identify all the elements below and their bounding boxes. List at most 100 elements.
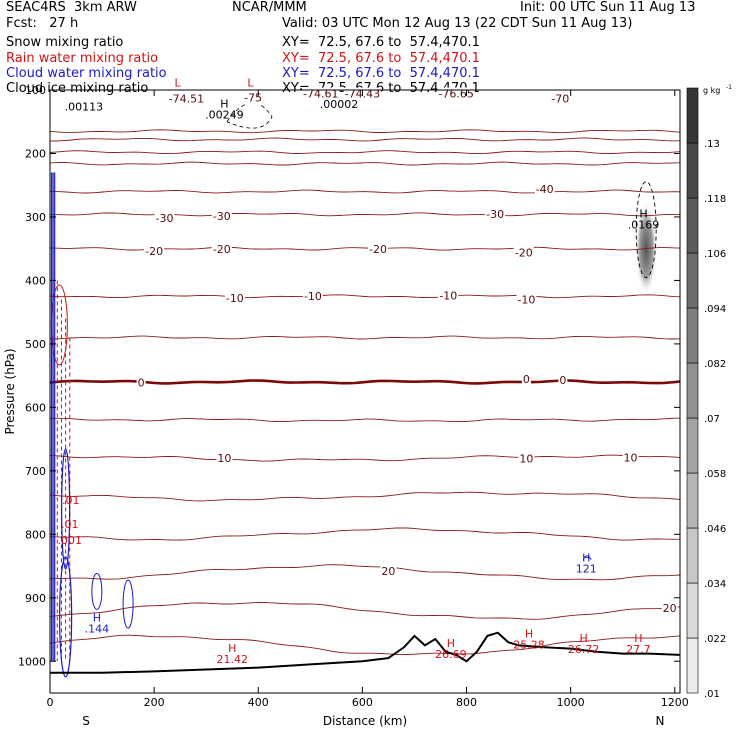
y-tick-label: 1000: [18, 655, 46, 668]
contour-label: -30: [486, 208, 504, 221]
colorbar-label: .07: [704, 414, 720, 425]
contour-label: -20: [515, 246, 533, 259]
extremum-value: .144: [85, 623, 110, 636]
contour-label-bg: [518, 452, 535, 466]
x-tick-label: 0: [47, 696, 54, 709]
field-cloudwater-xy: XY= 72.5, 67.6 to 57.4,470.1: [282, 66, 480, 81]
x-tick-label: 800: [456, 696, 477, 709]
y-tick-label: 800: [25, 528, 46, 541]
colorbar-box: [686, 142, 699, 199]
contour-label: -74.51: [169, 93, 204, 106]
extremum-marker: H: [93, 612, 101, 625]
contour-label-bg: [154, 212, 175, 226]
contour-label: 0: [559, 374, 566, 387]
contour-label: -20: [369, 243, 387, 256]
contour-label-bg: [144, 245, 165, 259]
field-snow-xy: XY= 72.5, 67.6 to 57.4,470.1: [282, 35, 480, 50]
contour-label-bg: [136, 376, 146, 390]
contour-label: -10: [304, 290, 322, 303]
extremum-value: 26.72: [568, 643, 600, 656]
x-tick-label: 1000: [557, 696, 585, 709]
cloud-water-contour: [91, 572, 103, 610]
colorbar-label: .13: [704, 139, 720, 150]
isotherm-line-12: [49, 491, 681, 502]
y-tick-label: 500: [25, 338, 46, 351]
extremum-marker: H: [580, 632, 588, 645]
field-snow-name: Snow mixing ratio: [6, 35, 124, 50]
y-tick-label: 600: [25, 401, 46, 414]
extremum-value: 25.28: [513, 639, 545, 652]
contour-label: -10: [226, 292, 244, 305]
cloud-water-contour: [61, 448, 71, 570]
contour-label-bg: [167, 92, 206, 106]
contour-label: -10: [517, 293, 535, 306]
colorbar-label: .034: [704, 579, 726, 590]
colorbar-label: .01: [704, 689, 720, 700]
contour-label-bg: [302, 290, 323, 304]
forecast-hour: Fcst: 27 h: [6, 16, 79, 31]
contour-label-bg: [211, 210, 232, 224]
colorbar-label: .106: [704, 249, 726, 260]
contour-label: 0: [138, 376, 145, 389]
contour-label-bg: [216, 451, 233, 465]
init-time: Init: 00 UTC Sun 11 Aug 13: [520, 0, 696, 15]
contour-label: -10: [439, 289, 457, 302]
isotherm-line-10: [49, 417, 681, 423]
contour-label-bg: [224, 292, 245, 306]
y-tick-label: 400: [25, 274, 46, 287]
org-title: NCAR/MMM: [232, 0, 307, 15]
contour-label-bg: [437, 87, 475, 101]
colorbar-box: [686, 307, 699, 364]
model-title: SEAC4RS 3km ARW: [6, 0, 137, 15]
extremum-marker: H: [582, 551, 590, 564]
extremum-value: 27.7: [626, 643, 651, 656]
contour-label: -30: [156, 212, 174, 225]
colorbar-label: .058: [704, 469, 726, 480]
isotherm--30: [50, 212, 680, 217]
colorbar-box: [686, 637, 699, 694]
extremum-marker: H: [639, 207, 647, 220]
plot-frame: [49, 89, 681, 694]
isotherm-20: [50, 564, 681, 581]
colorbar-unit: g kg: [703, 86, 720, 95]
extremum-value: .00249: [205, 109, 244, 122]
colorbar-label: .082: [704, 359, 726, 370]
contour-label: -20: [213, 243, 231, 256]
contour-label-bg: [513, 246, 534, 260]
x-axis-label: Distance (km): [323, 714, 407, 728]
colorbar-label: .094: [704, 304, 726, 315]
valid-time: Valid: 03 UTC Mon 12 Aug 13 (22 CDT Sun …: [282, 16, 633, 31]
isotherm-line-8: [50, 335, 681, 340]
isotherm-line-13: [49, 527, 681, 541]
extremum-value: 121: [576, 562, 597, 575]
extremum-value: .01: [62, 494, 80, 507]
contour-label: 0: [523, 373, 530, 386]
contour-label: -20: [145, 245, 163, 258]
x-tick-label: 400: [248, 696, 269, 709]
extremum-marker: L: [174, 77, 181, 90]
field-rain-xy: XY= 72.5, 67.6 to 57.4,470.1: [282, 51, 480, 66]
contour-label-bg: [368, 243, 389, 257]
field-cloudwater-name: Cloud water mixing ratio: [6, 66, 167, 81]
field-cloudice-name: Cloud ice mixing ratio: [6, 81, 149, 96]
contour-label-bg: [516, 293, 537, 307]
contour-label: -30: [213, 210, 231, 223]
south-label: S: [82, 714, 90, 728]
x-tick-label: 200: [144, 696, 165, 709]
colorbar-unit-exp: -1: [726, 84, 732, 91]
contour-label-bg: [550, 92, 571, 106]
contour-label: -70: [551, 93, 569, 106]
isotherm--70: [49, 129, 681, 134]
contour-label: 10: [519, 453, 533, 466]
contour-label: 20: [381, 565, 395, 578]
colorbar-box: [686, 472, 699, 529]
isotherm-10: [49, 454, 681, 462]
contour-label: -75: [244, 91, 262, 104]
isotherm--10: [49, 294, 681, 299]
contour-label-bg: [211, 243, 232, 257]
cloud-water-contour: [122, 579, 134, 629]
y-tick-label: 900: [25, 592, 46, 605]
contour-label-bg: [521, 373, 531, 387]
contour-label: 20: [663, 602, 677, 615]
